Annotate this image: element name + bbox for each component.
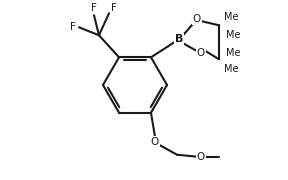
Text: O: O (151, 137, 159, 147)
Text: Me: Me (226, 30, 240, 40)
Text: F: F (111, 3, 117, 13)
Text: O: O (197, 152, 205, 162)
Text: O: O (193, 14, 201, 24)
Text: Me: Me (224, 64, 238, 74)
Text: Me: Me (224, 12, 238, 22)
Text: F: F (70, 22, 76, 32)
Text: F: F (91, 3, 97, 13)
Text: Me: Me (226, 48, 240, 58)
Text: B: B (175, 34, 183, 44)
Text: O: O (197, 48, 205, 58)
